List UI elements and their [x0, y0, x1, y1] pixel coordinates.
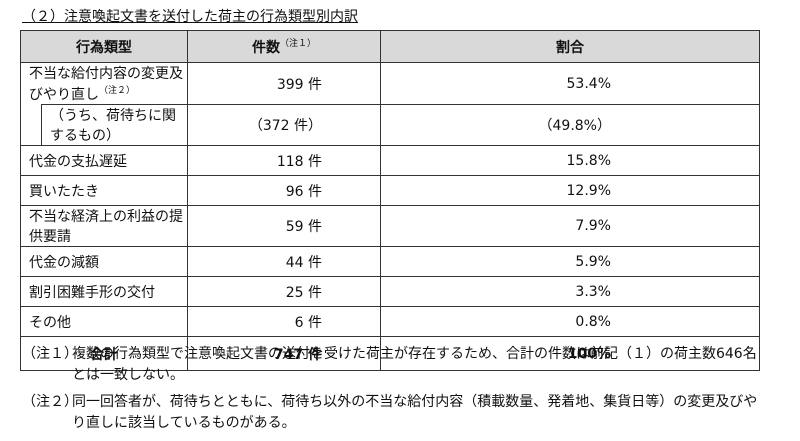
row: 代金の減額 44 件 5.9% [20, 246, 760, 277]
share-cell: 12.9% [380, 175, 760, 206]
category-cell: 代金の減額 [20, 246, 188, 277]
category-cell: （うち、荷待ちに関するもの） [41, 104, 188, 146]
notes: （注１） 複数の行為類型で注意喚起文書の送付を受けた荷主が存在するため、合計の件数… [22, 344, 782, 440]
header-cell: 行為類型 [20, 30, 188, 63]
category-text: 不当な給付内容の変更及びやり直し [29, 66, 183, 103]
header-text: 件数 [251, 40, 280, 56]
table: 行為類型 件数（注１） 割合 不当な給付内容の変更及びやり直し（注２） 399 … [20, 30, 760, 371]
note-label: （注２） [22, 394, 78, 410]
category-cell: 割引困難手形の交付 [20, 276, 188, 307]
spacer-cell [20, 104, 42, 146]
count-cell: 44 件 [187, 246, 381, 277]
count-cell: 747 件 [187, 336, 381, 371]
count-cell: 118 件 [187, 145, 381, 176]
count-cell: 59 件 [187, 205, 381, 247]
row: 割引困難手形の交付 25 件 3.3% [20, 276, 760, 307]
category-cell: その他 [20, 306, 188, 337]
category-cell: 買いたたき [20, 175, 188, 206]
row: （うち、荷待ちに関するもの） （372 件） （49.8%） [20, 104, 760, 146]
share-cell: 5.9% [380, 246, 760, 277]
header-row: 行為類型 件数（注１） 割合 [20, 30, 760, 63]
row: その他 6 件 0.8% [20, 306, 760, 337]
rows: 代金の支払遅延 118 件 15.8% 買いたたき 96 件 12.9% 不当な経済上の利益… [20, 145, 760, 337]
note: （注２） 同一回答者が、荷待ちとともに、荷待ち以外の不当な給付内容（積載数量、発着… [22, 392, 782, 434]
category-cell: 合計 [20, 336, 188, 371]
note-text: 同一回答者が、荷待ちとともに、荷待ち以外の不当な給付内容（積載数量、発着地、集貨… [72, 394, 758, 431]
header-cell: 割合 [380, 30, 760, 63]
count-cell: 6 件 [187, 306, 381, 337]
note-ref: （注１） [279, 39, 316, 49]
header-cell: 件数（注１） [187, 30, 381, 63]
note-text: 複数の行為類型で注意喚起文書の送付を受けた荷主が存在するため、合計の件数は前記（… [72, 346, 757, 383]
category-cell: 不当な経済上の利益の提供要請 [20, 205, 188, 247]
share-cell: 3.3% [380, 276, 760, 307]
count-cell: 25 件 [187, 276, 381, 307]
category-cell: 不当な給付内容の変更及びやり直し（注２） [20, 62, 188, 105]
note-label: （注１） [22, 346, 78, 362]
note-ref: （注２） [99, 86, 136, 96]
count-cell: （372 件） [187, 104, 381, 146]
total-row: 合計 747 件 100% [20, 336, 760, 371]
row: 不当な給付内容の変更及びやり直し（注２） 399 件 53.4% [20, 62, 760, 105]
count-cell: 96 件 [187, 175, 381, 206]
row: 買いたたき 96 件 12.9% [20, 175, 760, 206]
category-cell: 代金の支払遅延 [20, 145, 188, 176]
share-cell: （49.8%） [380, 104, 760, 146]
row: 不当な経済上の利益の提供要請 59 件 7.9% [20, 205, 760, 247]
share-cell: 15.8% [380, 145, 760, 176]
share-cell: 100% [380, 336, 760, 371]
title: （２）注意喚起文書を送付した荷主の行為類型別内訳 [22, 9, 358, 25]
share-cell: 53.4% [380, 62, 760, 105]
row: 代金の支払遅延 118 件 15.8% [20, 145, 760, 176]
share-cell: 0.8% [380, 306, 760, 337]
note: （注１） 複数の行為類型で注意喚起文書の送付を受けた荷主が存在するため、合計の件数… [22, 344, 782, 386]
count-cell: 399 件 [187, 62, 381, 105]
share-cell: 7.9% [380, 205, 760, 247]
